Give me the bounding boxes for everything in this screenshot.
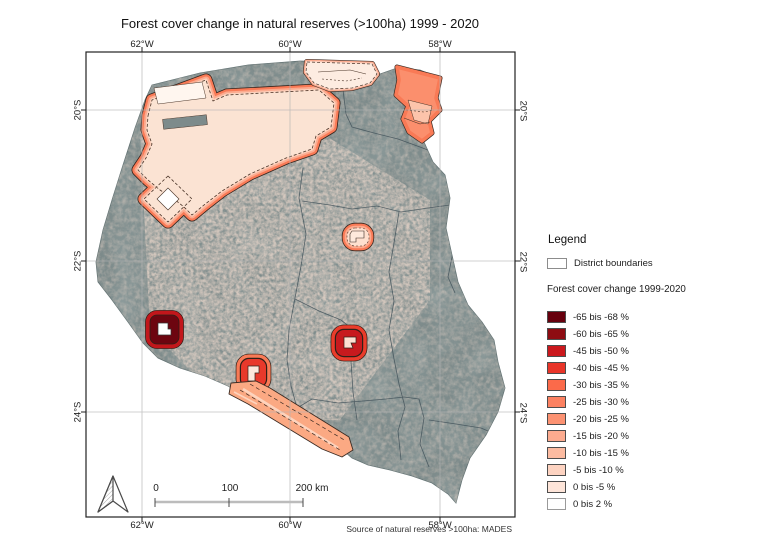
legend-item: -60 bis -65 % [547,328,629,340]
legend-item-label: -65 bis -68 % [573,311,629,323]
legend-item: -20 bis -25 % [547,413,629,425]
scale-label-200km: 200 km [295,483,329,494]
legend-item: -15 bis -20 % [547,430,629,442]
reserve-core-white [156,187,180,211]
legend-item-label: -20 bis -25 % [573,413,629,425]
lat-label-left-24s: 24°S [72,401,84,423]
legend-item-label: 0 bis -5 % [573,481,616,493]
legend-item: -25 bis -30 % [547,396,629,408]
north-arrow-icon [97,475,129,513]
legend-group-title: Forest cover change 1999-2020 [547,284,686,295]
legend-swatch [547,413,566,425]
legend-item-label: -15 bis -20 % [573,430,629,442]
lon-label-bottom-60w: 60°W [278,520,302,531]
district-boundaries-swatch [547,258,567,269]
legend-heading: Legend [548,234,587,246]
lon-label-bottom-62w: 62°W [130,520,154,531]
lat-label-right-22s: 22°S [517,251,529,273]
legend-swatch [547,345,566,357]
graticule-ticks [81,47,520,522]
scale-bar [154,498,304,507]
legend-swatch [547,311,566,323]
legend-item: -5 bis -10 % [547,464,624,476]
reserve-square-west [145,310,184,349]
legend-swatch [547,362,566,374]
legend-item-label: -25 bis -30 % [573,396,629,408]
reserve-top-center [303,59,380,92]
district-boundary [301,200,451,213]
legend-swatch [547,396,566,408]
district-boundary [388,211,406,461]
reserve-band-southwest [228,380,354,458]
legend-item: 0 bis -5 % [547,481,615,493]
reserve-core-light [343,336,357,349]
reserve-square-east [330,324,368,362]
legend-item-label: District boundaries [574,258,653,269]
map-frame [85,51,516,518]
legend-item-label: -10 bis -15 % [573,447,629,459]
scale-label-100: 100 [221,483,239,494]
legend-item-label: -30 bis -35 % [573,379,629,391]
legend-item: -40 bis -45 % [547,362,629,374]
reserve-core-light [247,365,260,382]
lon-label-bottom-58w: 58°W [428,520,452,531]
legend-item-label: -40 bis -45 % [573,362,629,374]
legend-item: -65 bis -68 % [547,311,629,323]
reserve-inner-white-patch [153,81,207,105]
legend-swatch [547,328,566,340]
reserve-hole [162,114,208,130]
graticule-layer [86,52,515,517]
lat-label-right-20s: 20°S [517,100,529,122]
legend-swatch [547,430,566,442]
reserve-oval-center [341,222,375,252]
legend-swatch [547,481,566,493]
legend-item: -10 bis -15 % [547,447,629,459]
legend-item: -45 bis -50 % [547,345,629,357]
scale-label-0: 0 [153,483,159,494]
reserve-wedge-ne [393,64,443,144]
legend-swatch [547,447,566,459]
source-note: Source of natural reserves >100ha: MADES [346,524,512,534]
lon-label-top-58w: 58°W [428,39,452,50]
lat-label-left-20s: 20°S [72,99,84,121]
legend-swatch [547,379,566,391]
legend-item-label: 0 bis 2 % [573,498,613,510]
reserve-complex-nw [131,73,341,229]
legend-item: 0 bis 2 % [547,498,612,510]
map-title: Forest cover change in natural reserves … [120,16,480,31]
reserve-wedge-inner [407,99,433,125]
lon-label-top-60w: 60°W [278,39,302,50]
reserve-core-white [157,322,172,336]
legend-item-district-boundaries: District boundaries [547,258,653,269]
lat-label-right-24s: 24°S [517,402,529,424]
district-boundary [296,396,430,468]
lat-label-left-22s: 22°S [72,250,84,272]
legend-item: -30 bis -35 % [547,379,629,391]
legend-item-label: -45 bis -50 % [573,345,629,357]
legend-swatch [547,498,566,510]
district-boundary [342,89,434,153]
reserve-oval-core [349,230,365,243]
legend-item-label: -5 bis -10 % [573,464,624,476]
lon-label-top-62w: 62°W [130,39,154,50]
legend-swatch [547,464,566,476]
legend-item-label: -60 bis -65 % [573,328,629,340]
